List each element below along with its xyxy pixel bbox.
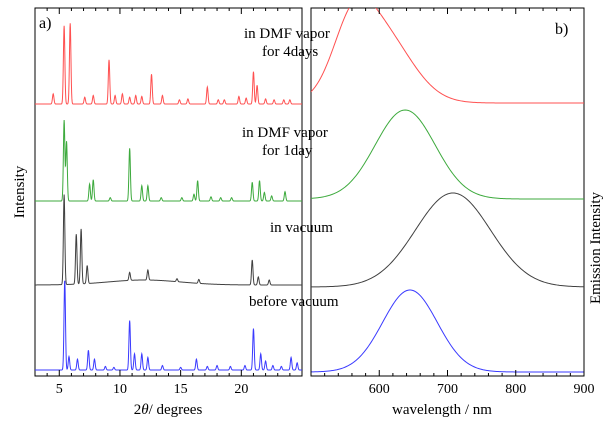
panel-a-tick-label: 20 [234, 382, 248, 397]
panel-a: 5 10 15 20 a) Intensity 2θ/ degrees [12, 7, 303, 418]
panel-a-x-title-theta: θ [141, 402, 149, 418]
panel-a-frame [34, 7, 303, 377]
panel-a-y-title: Intensity [12, 165, 28, 218]
emission-series-in-vacuum [311, 192, 584, 288]
panel-a-tick-label: 15 [174, 382, 188, 397]
panel-a-x-title-suffix: / degrees [149, 402, 203, 418]
panel-a-x-title-prefix: 2 [134, 402, 142, 418]
xrd-series-before-vacuum [35, 280, 302, 371]
annotation-dmf1-line2: for 1day [262, 143, 313, 159]
panel-b-y-title: Emission Intensity [588, 191, 604, 304]
panel-b-frame [310, 7, 585, 377]
xrd-series-in-dmf-vapor-for-4days [35, 23, 302, 105]
emission-series-in-dmf-vapor-for-4days [311, 8, 584, 104]
annotation-dmf1-line1: in DMF vapor [242, 125, 328, 141]
panel-a-x-ticks: 5 10 15 20 [46, 8, 291, 397]
emission-series-before-vacuum [311, 289, 584, 373]
xrd-series-in-dmf-vapor-for-1day [35, 119, 302, 202]
annotation-dmf4-line2: for 4days [262, 44, 318, 60]
panel-b: 600 700 800 900 b) Emission Intensity wavel… [310, 7, 604, 418]
panel-b-tick-label: 600 [369, 382, 390, 397]
panel-a-x-title: 2θ/ degrees [134, 402, 203, 418]
panel-b-tick-label: 800 [505, 382, 526, 397]
panel-b-curves [311, 8, 584, 373]
panel-b-label: b) [555, 21, 568, 38]
annotation-vacuum: in vacuum [270, 220, 333, 236]
panel-b-tick-label: 900 [574, 382, 595, 397]
panel-b-tick-label: 700 [437, 382, 458, 397]
xrd-series-in-vacuum [35, 194, 302, 286]
panel-a-curves [35, 23, 302, 371]
annotation-before: before vacuum [249, 294, 339, 310]
panel-a-tick-label: 5 [56, 382, 63, 397]
panel-a-tick-label: 10 [113, 382, 127, 397]
annotations: in DMF vapor for 4days in DMF vapor for … [242, 26, 339, 310]
emission-series-in-dmf-vapor-for-1day [311, 109, 584, 200]
panel-b-x-title: wavelength / nm [392, 402, 492, 418]
annotation-dmf4-line1: in DMF vapor [244, 26, 330, 42]
panel-b-x-ticks: 600 700 800 900 [310, 8, 595, 397]
panel-a-label: a) [39, 15, 51, 32]
